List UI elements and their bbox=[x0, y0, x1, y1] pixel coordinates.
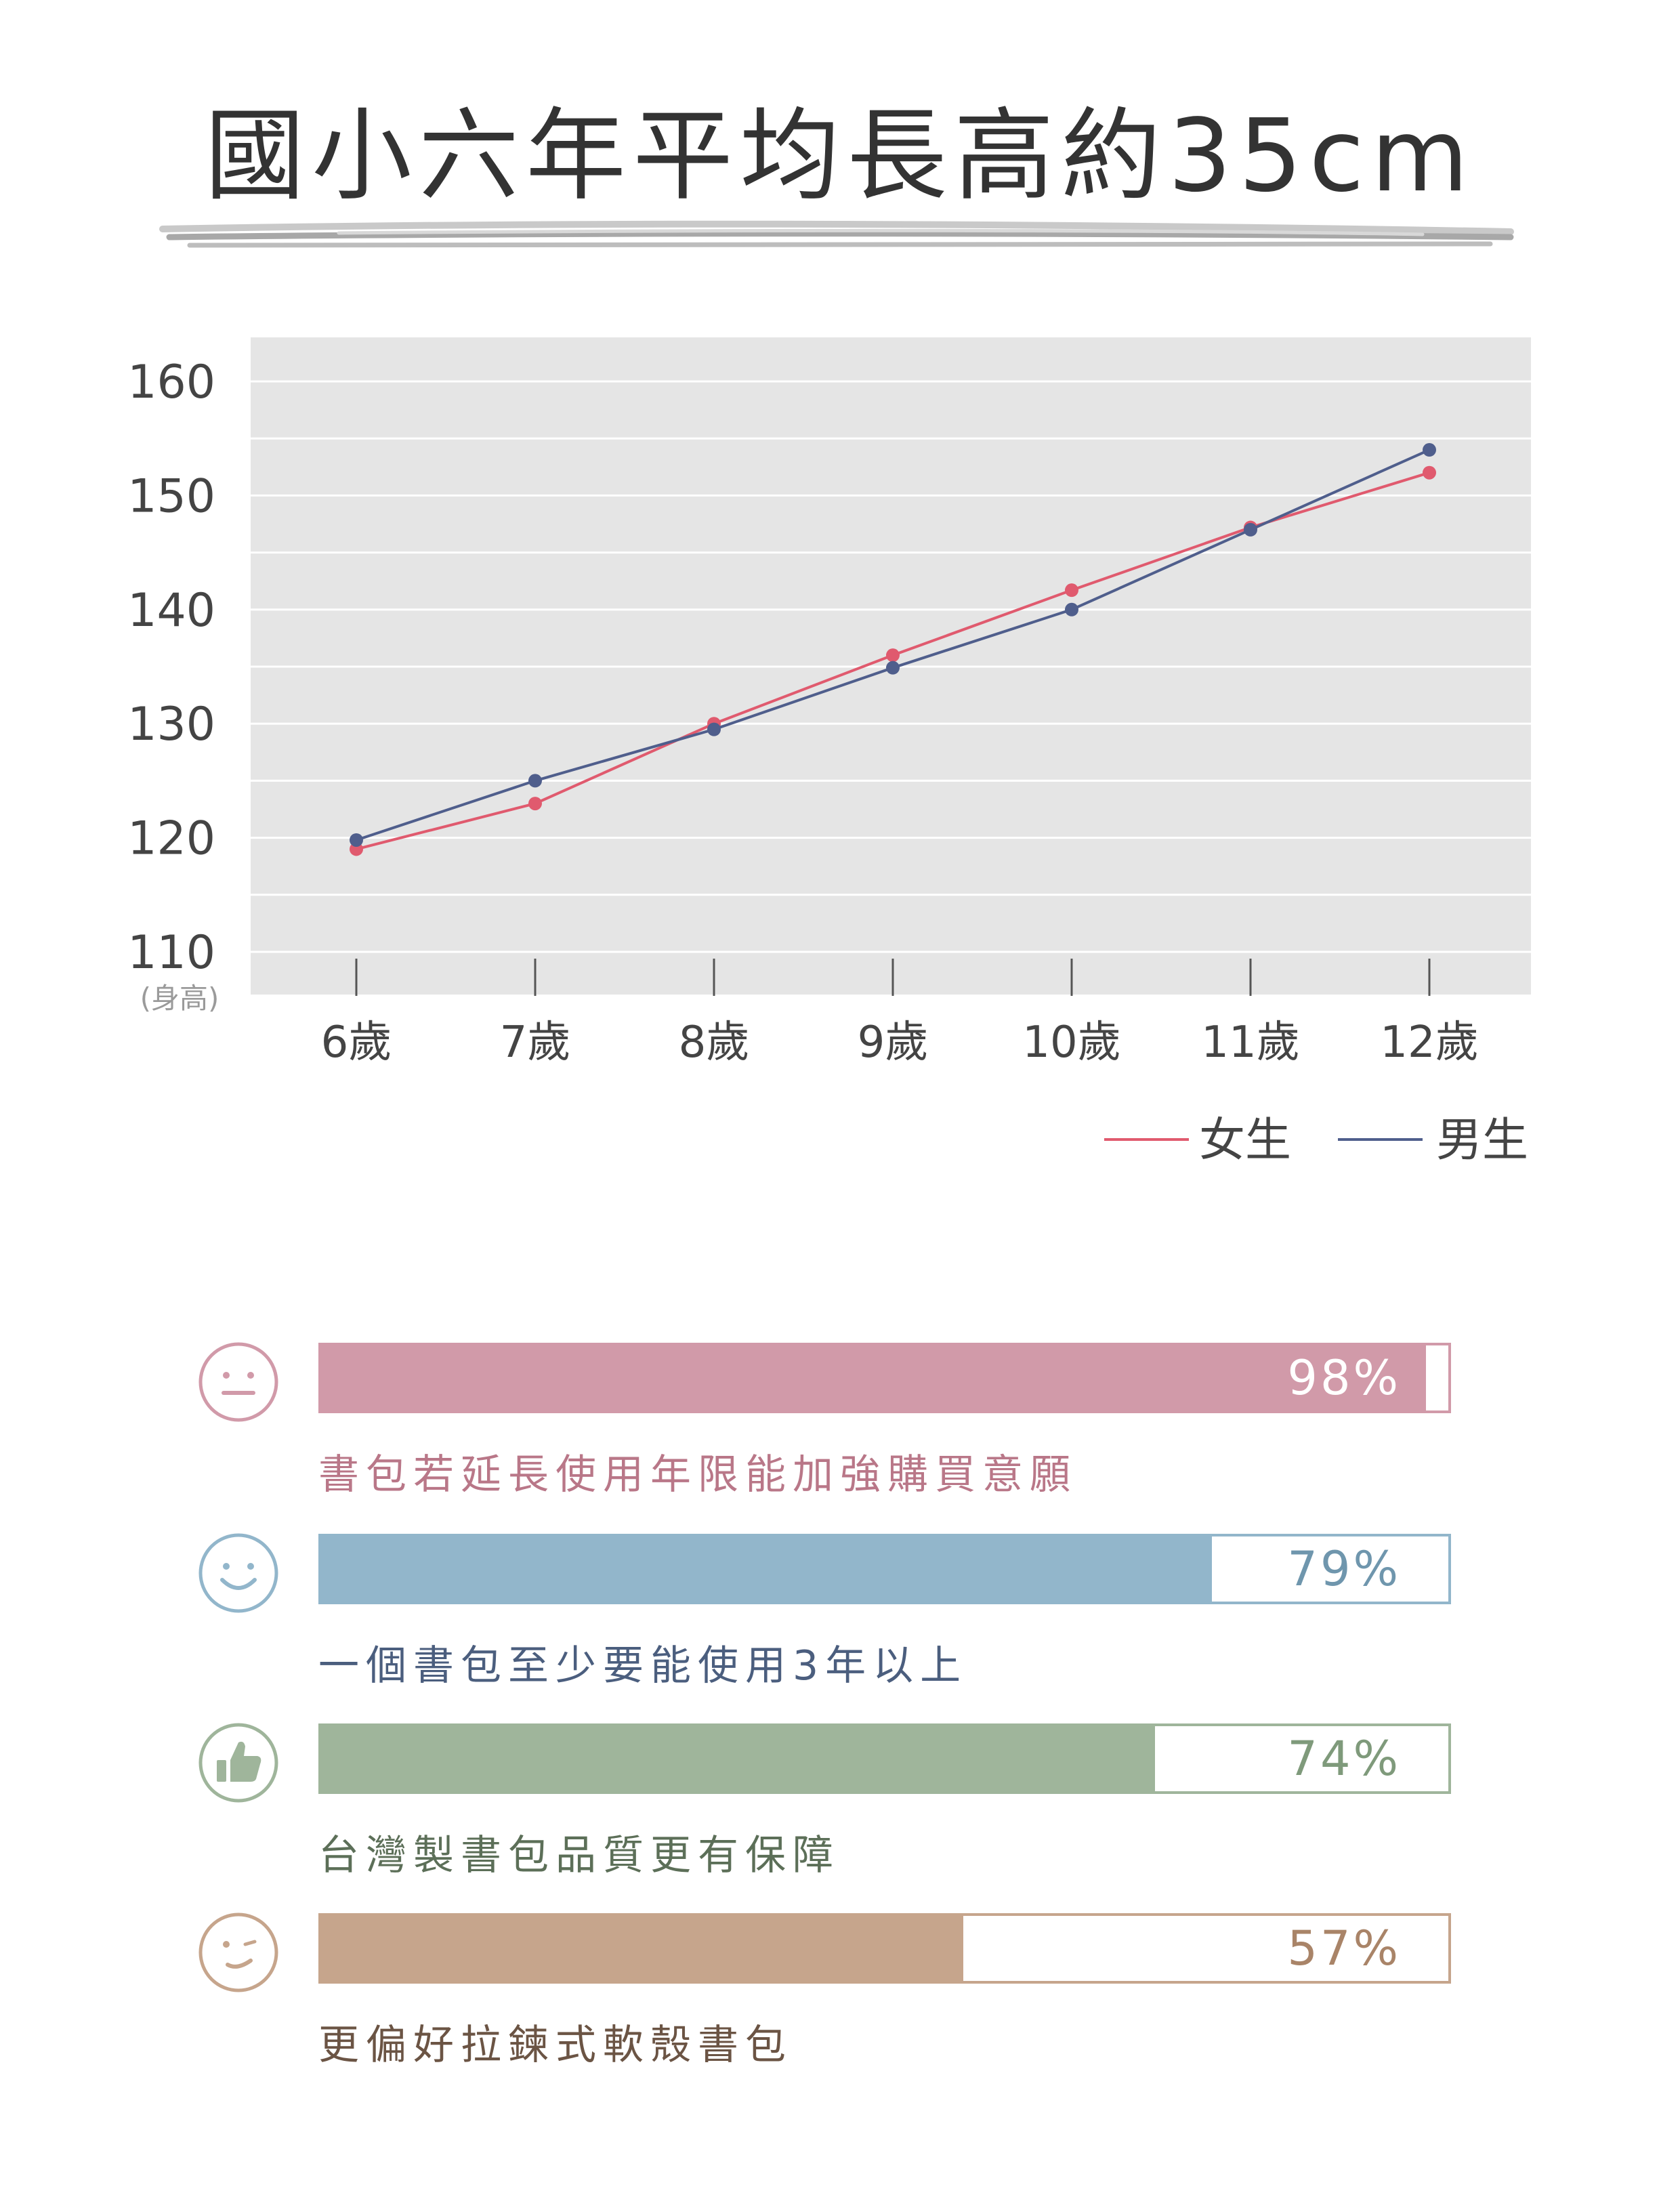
neutral-face-icon bbox=[198, 1342, 278, 1422]
stat-caption: 書包若延長使用年限能加強購買意願 bbox=[318, 1451, 1077, 1499]
series-point-1 bbox=[1423, 465, 1436, 480]
stat-caption: 更偏好拉鍊式軟殼書包 bbox=[318, 2022, 793, 2069]
stat-caption: 一個書包至少要能使用3年以上 bbox=[318, 1642, 968, 1690]
stat-bar: 79% bbox=[318, 1534, 1451, 1604]
stat-caption: 台灣製書包品質更有保障 bbox=[318, 1832, 840, 1879]
y-tick-label: 150 bbox=[127, 469, 215, 523]
series-point-1 bbox=[886, 648, 900, 663]
height-line-chart: 110 120 130 140 150 160 (身高) 6歲 7歲 8歲 9歲 10歲 11歲 12… bbox=[127, 337, 1531, 1167]
stat-row-4: 57% 更偏好拉鍊式軟殼書包 bbox=[196, 1910, 1484, 2069]
thumbs-up-icon bbox=[198, 1723, 278, 1803]
x-tick-label: 7歲 bbox=[500, 1018, 571, 1068]
series-point-2 bbox=[1423, 443, 1436, 457]
legend-label: 男生 bbox=[1436, 1114, 1528, 1167]
x-tick-label: 8歲 bbox=[679, 1018, 750, 1068]
y-tick-label: 160 bbox=[127, 356, 215, 409]
series-point-2 bbox=[886, 661, 900, 675]
series-point-1 bbox=[528, 797, 542, 811]
title-underline-brush bbox=[159, 220, 1514, 248]
stat-row-2: 79% 一個書包至少要能使用3年以上 bbox=[196, 1531, 1484, 1690]
stat-row-1: 98% 書包若延長使用年限能加強購買意願 bbox=[196, 1340, 1484, 1499]
y-tick-label: 140 bbox=[127, 584, 215, 637]
stat-percent: 74% bbox=[1287, 1731, 1401, 1786]
y-tick-label: 130 bbox=[127, 698, 215, 751]
wink-face-icon bbox=[198, 1912, 278, 1992]
x-tick-label: 11歲 bbox=[1201, 1018, 1299, 1068]
x-tick-label: 12歲 bbox=[1380, 1018, 1478, 1068]
stat-bar: 98% bbox=[318, 1343, 1451, 1413]
stat-bar-fill bbox=[321, 1916, 964, 1981]
stat-bar-fill bbox=[321, 1536, 1212, 1602]
series-point-2 bbox=[528, 774, 542, 788]
page-title: 國小六年平均長高約35cm bbox=[205, 98, 1475, 214]
smile-face-icon bbox=[198, 1533, 278, 1613]
series-point-2 bbox=[350, 833, 363, 847]
x-tick-label: 9歲 bbox=[858, 1018, 929, 1068]
stat-percent: 98% bbox=[1287, 1350, 1401, 1406]
stat-bar-fill bbox=[321, 1726, 1156, 1791]
y-tick-label: 120 bbox=[127, 812, 215, 866]
series-point-1 bbox=[1065, 583, 1078, 598]
x-tick-label: 10歲 bbox=[1022, 1018, 1120, 1068]
legend-label: 女生 bbox=[1199, 1114, 1291, 1167]
series-point-2 bbox=[707, 722, 721, 736]
y-tick-label: 110 bbox=[127, 926, 215, 980]
series-point-2 bbox=[1065, 602, 1078, 616]
x-tick-label: 6歲 bbox=[321, 1018, 392, 1068]
y-axis-label: (身高) bbox=[140, 982, 219, 1015]
stat-percent: 79% bbox=[1287, 1541, 1401, 1597]
stat-bar: 57% bbox=[318, 1913, 1451, 1984]
stat-bar-fill bbox=[321, 1345, 1426, 1410]
stat-row-3: 74% 台灣製書包品質更有保障 bbox=[196, 1721, 1484, 1879]
series-point-2 bbox=[1244, 522, 1257, 537]
stat-bar: 74% bbox=[318, 1723, 1451, 1794]
stat-percent: 57% bbox=[1287, 1921, 1401, 1976]
